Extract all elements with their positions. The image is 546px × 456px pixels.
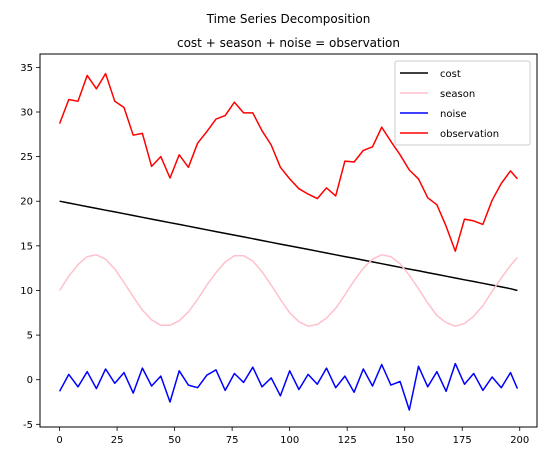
x-tick-label: 75 — [226, 435, 239, 446]
x-axis: 0 25 50 75 100 125 150 175 200 — [56, 427, 529, 446]
legend-box — [394, 60, 531, 146]
legend-label-cost: cost — [440, 69, 461, 80]
y-tick-label: 20 — [20, 197, 33, 208]
series-line-cost — [59, 200, 518, 292]
series-line-season — [58, 254, 518, 327]
series-line-noise — [58, 362, 519, 411]
y-tick-label: 10 — [20, 286, 33, 297]
y-axis: -5 0 5 10 15 20 25 30 35 — [20, 63, 40, 431]
x-tick-label: 150 — [395, 435, 414, 446]
axes-frame — [39, 53, 538, 428]
y-tick-label: 35 — [20, 63, 33, 74]
legend-label-observation: observation — [440, 129, 499, 140]
x-tick-label: 25 — [111, 435, 124, 446]
chart-title-line-1: Time Series Decomposition — [206, 12, 371, 26]
legend-label-noise: noise — [440, 109, 467, 120]
y-tick-label: 0 — [27, 375, 33, 386]
y-tick-label: 5 — [27, 331, 33, 342]
legend: cost season noise observation — [394, 60, 531, 146]
y-tick-label: 25 — [20, 152, 33, 163]
x-tick-label: 50 — [168, 435, 181, 446]
x-tick-label: 200 — [510, 435, 529, 446]
plot-area — [58, 72, 519, 411]
x-tick-label: 100 — [280, 435, 299, 446]
chart-title-line-2: cost + season + noise = observation — [177, 36, 400, 50]
y-tick-label: 30 — [20, 108, 33, 119]
y-tick-label: -5 — [23, 420, 33, 431]
x-tick-label: 175 — [453, 435, 472, 446]
series-line-observation — [58, 72, 518, 252]
x-tick-label: 125 — [338, 435, 357, 446]
legend-label-season: season — [440, 89, 475, 100]
x-tick-label: 0 — [56, 435, 62, 446]
y-tick-label: 15 — [20, 241, 33, 252]
